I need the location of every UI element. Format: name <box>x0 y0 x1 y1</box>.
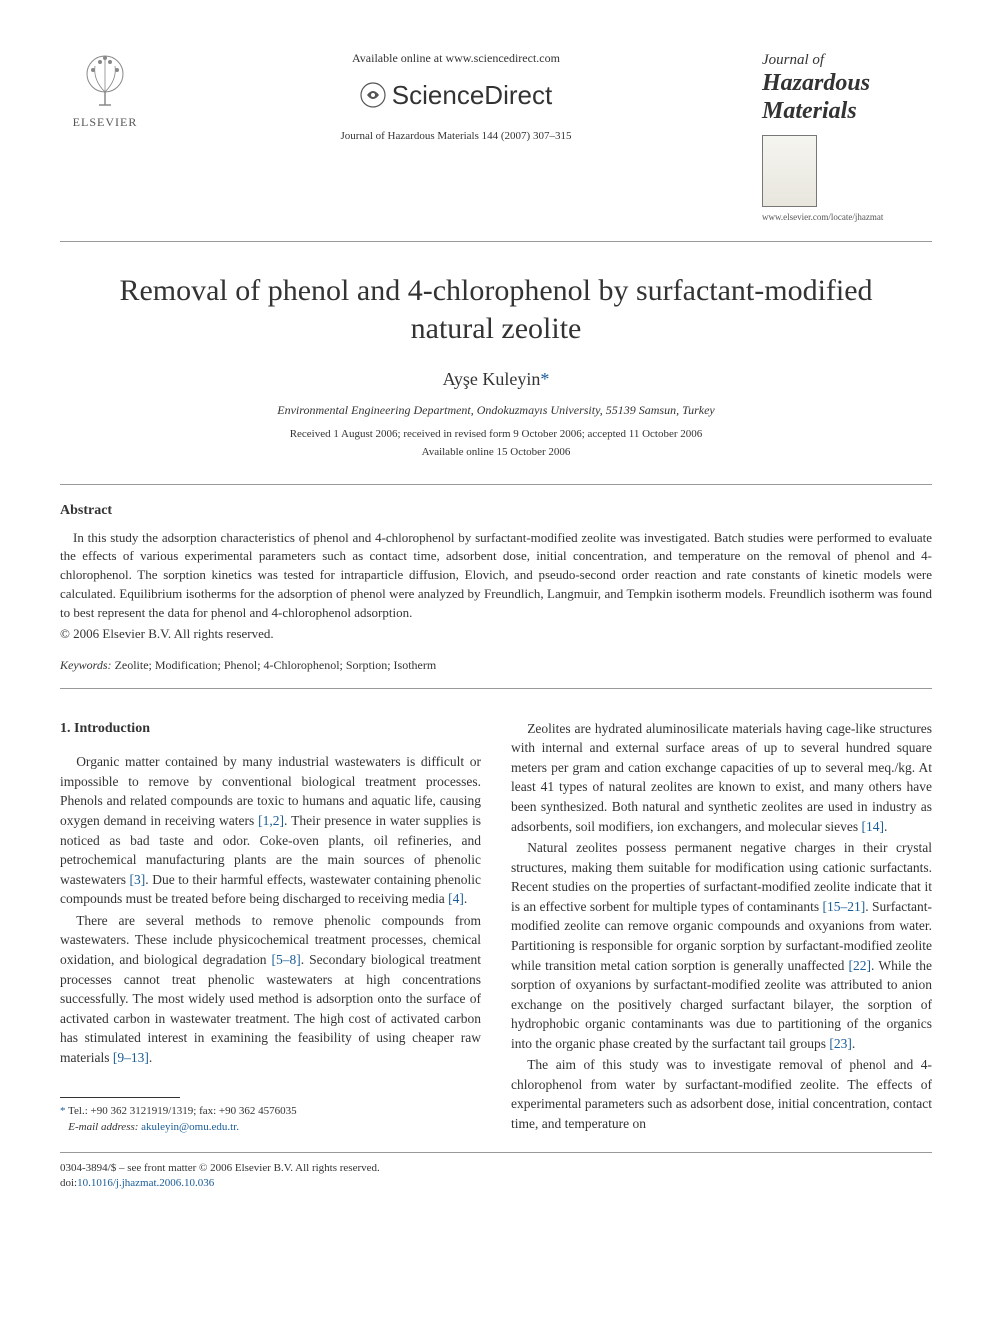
ref-link[interactable]: [3] <box>130 872 146 887</box>
rule-bottom <box>60 1152 932 1153</box>
journal-block: Journal of Hazardous Materials www.elsev… <box>762 50 932 223</box>
sciencedirect-icon <box>360 82 386 108</box>
ref-link[interactable]: [1,2] <box>258 813 284 828</box>
intro-para-3: Zeolites are hydrated aluminosilicate ma… <box>511 719 932 836</box>
journal-cover-thumbnail <box>762 135 817 207</box>
footer-doi: doi:10.1016/j.jhazmat.2006.10.036 <box>60 1176 932 1191</box>
elsevier-tree-icon <box>75 50 135 110</box>
article-title: Removal of phenol and 4-chlorophenol by … <box>100 272 892 347</box>
journal-name-line3: Materials <box>762 95 932 129</box>
ref-link[interactable]: [9–13] <box>113 1050 149 1065</box>
ref-link[interactable]: [22] <box>849 958 872 973</box>
intro-para-1: Organic matter contained by many industr… <box>60 752 481 909</box>
sciencedirect-text: ScienceDirect <box>392 77 552 113</box>
abstract-text: In this study the adsorption characteris… <box>60 529 932 623</box>
author-marker: * <box>540 369 549 389</box>
available-online-text: Available online at www.sciencedirect.co… <box>170 50 742 67</box>
rule-after-keywords <box>60 688 932 689</box>
ref-link[interactable]: [15–21] <box>823 899 866 914</box>
keywords-text: Zeolite; Modification; Phenol; 4-Chlorop… <box>112 658 437 672</box>
intro-para-5: The aim of this study was to investigate… <box>511 1055 932 1133</box>
footer-issn: 0304-3894/$ – see front matter © 2006 El… <box>60 1161 932 1176</box>
received-dates: Received 1 August 2006; received in revi… <box>60 427 932 442</box>
publisher-logo: ELSEVIER <box>60 50 150 131</box>
footnote-rule <box>60 1097 180 1098</box>
right-column: Zeolites are hydrated aluminosilicate ma… <box>511 719 932 1136</box>
author-name: Ayşe Kuleyin <box>443 369 541 389</box>
journal-name-line2: Hazardous <box>762 71 932 95</box>
footnote-tel: Tel.: +90 362 3121919/1319; fax: +90 362… <box>66 1105 297 1117</box>
intro-para-4: Natural zeolites possess permanent negat… <box>511 838 932 1053</box>
doi-label: doi: <box>60 1177 77 1189</box>
journal-url: www.elsevier.com/locate/jhazmat <box>762 211 932 224</box>
ref-link[interactable]: [5–8] <box>271 952 300 967</box>
doi-link[interactable]: 10.1016/j.jhazmat.2006.10.036 <box>77 1177 214 1189</box>
journal-name-line1: Journal of <box>762 50 932 71</box>
ref-link[interactable]: [14] <box>862 819 885 834</box>
header-center: Available online at www.sciencedirect.co… <box>150 50 762 145</box>
affiliation: Environmental Engineering Department, On… <box>60 402 932 419</box>
rule-before-abstract <box>60 484 932 485</box>
corresponding-footnote: * Tel.: +90 362 3121919/1319; fax: +90 3… <box>60 1104 481 1135</box>
email-label: E-mail address: <box>68 1121 138 1133</box>
keywords-label: Keywords: <box>60 658 112 672</box>
journal-citation: Journal of Hazardous Materials 144 (2007… <box>170 129 742 144</box>
email-link[interactable]: akuleyin@omu.edu.tr. <box>138 1121 239 1133</box>
publisher-name: ELSEVIER <box>73 114 138 131</box>
abstract-copyright: © 2006 Elsevier B.V. All rights reserved… <box>60 625 932 643</box>
ref-link[interactable]: [23] <box>829 1036 852 1051</box>
page-header: ELSEVIER Available online at www.science… <box>60 50 932 242</box>
author-line: Ayşe Kuleyin* <box>60 367 932 392</box>
keywords-line: Keywords: Zeolite; Modification; Phenol;… <box>60 657 932 674</box>
intro-para-2: There are several methods to remove phen… <box>60 911 481 1068</box>
abstract-heading: Abstract <box>60 501 932 521</box>
available-online-date: Available online 15 October 2006 <box>60 445 932 460</box>
ref-link[interactable]: [4] <box>448 891 464 906</box>
sciencedirect-logo: ScienceDirect <box>360 77 552 113</box>
left-column: 1. Introduction Organic matter contained… <box>60 719 481 1136</box>
body-columns: 1. Introduction Organic matter contained… <box>60 719 932 1136</box>
section-heading-intro: 1. Introduction <box>60 719 481 739</box>
